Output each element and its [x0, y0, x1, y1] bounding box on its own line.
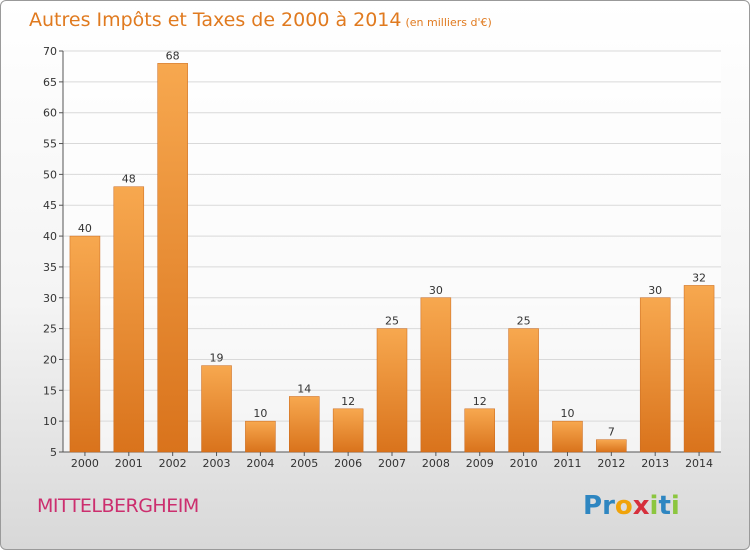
x-tick-label: 2002 — [159, 457, 187, 470]
bar-value-label: 40 — [78, 222, 92, 235]
logo-letter: i — [670, 491, 680, 521]
x-tick-label: 2007 — [378, 457, 406, 470]
bar-value-label: 10 — [560, 407, 574, 420]
bar-value-label: 12 — [473, 395, 487, 408]
x-tick-label: 2003 — [203, 457, 231, 470]
x-tick-label: 2001 — [115, 457, 143, 470]
logo-letter: t — [658, 491, 671, 521]
logo-letter: x — [632, 491, 650, 521]
bar-value-label: 10 — [253, 407, 267, 420]
chart-subtitle: (en milliers d'€) — [405, 16, 492, 29]
bar — [157, 63, 188, 453]
y-tick-label: 35 — [43, 261, 57, 274]
bar-value-label: 68 — [166, 49, 180, 62]
y-tick-label: 65 — [43, 76, 57, 89]
chart-title-text: Autres Impôts et Taxes de 2000 à 2014 — [29, 9, 402, 31]
bar-value-label: 12 — [341, 395, 355, 408]
y-tick-label: 45 — [43, 199, 57, 212]
x-tick-label: 2009 — [466, 457, 494, 470]
bar-value-label: 19 — [210, 352, 224, 365]
y-tick-label: 15 — [43, 384, 57, 397]
y-tick-label: 10 — [43, 415, 57, 428]
chart-title: Autres Impôts et Taxes de 2000 à 2014 (en… — [29, 9, 492, 31]
bar-value-label: 48 — [122, 173, 136, 186]
bar — [464, 408, 495, 453]
bar-value-label: 25 — [517, 315, 531, 328]
y-tick-label: 55 — [43, 138, 57, 151]
bar-value-label: 14 — [297, 382, 311, 395]
bar — [683, 285, 715, 453]
bar — [420, 297, 452, 453]
bar — [69, 235, 101, 453]
bar — [508, 328, 539, 453]
x-tick-label: 2013 — [641, 457, 669, 470]
x-tick-label: 2004 — [246, 457, 274, 470]
bar — [552, 420, 583, 453]
x-tick-label: 2014 — [685, 457, 713, 470]
bar — [332, 408, 364, 453]
x-tick-label: 2012 — [597, 457, 625, 470]
bar — [201, 365, 232, 453]
y-tick-label: 30 — [43, 292, 57, 305]
logo-letter: P — [583, 491, 603, 521]
bar — [113, 186, 145, 453]
place-name: MITTELBERGHEIM — [37, 495, 199, 517]
bar — [596, 439, 627, 453]
x-tick-label: 2010 — [510, 457, 538, 470]
bar — [289, 396, 320, 453]
x-tick-label: 2000 — [71, 457, 99, 470]
y-tick-label: 60 — [43, 107, 57, 120]
y-tick-label: 50 — [43, 168, 57, 181]
y-tick-label: 20 — [43, 353, 57, 366]
bar-value-label: 25 — [385, 315, 399, 328]
x-tick-label: 2005 — [290, 457, 318, 470]
bar-value-label: 30 — [648, 284, 662, 297]
logo-letter: o — [614, 491, 633, 521]
bar-value-label: 30 — [429, 284, 443, 297]
logo-letter: i — [649, 491, 659, 521]
y-tick-label: 40 — [43, 230, 57, 243]
bar-value-label: 7 — [608, 426, 615, 439]
bar — [376, 328, 408, 453]
y-tick-label: 70 — [43, 45, 57, 58]
bar — [639, 297, 671, 453]
x-tick-label: 2008 — [422, 457, 450, 470]
proxiti-logo: Proxiti — [583, 491, 680, 521]
logo-letter: r — [602, 491, 615, 521]
y-tick-label: 5 — [50, 446, 57, 459]
y-tick-label: 25 — [43, 323, 57, 336]
bar-value-label: 32 — [692, 271, 706, 284]
x-tick-label: 2006 — [334, 457, 362, 470]
x-tick-label: 2011 — [553, 457, 581, 470]
bar — [245, 420, 276, 453]
